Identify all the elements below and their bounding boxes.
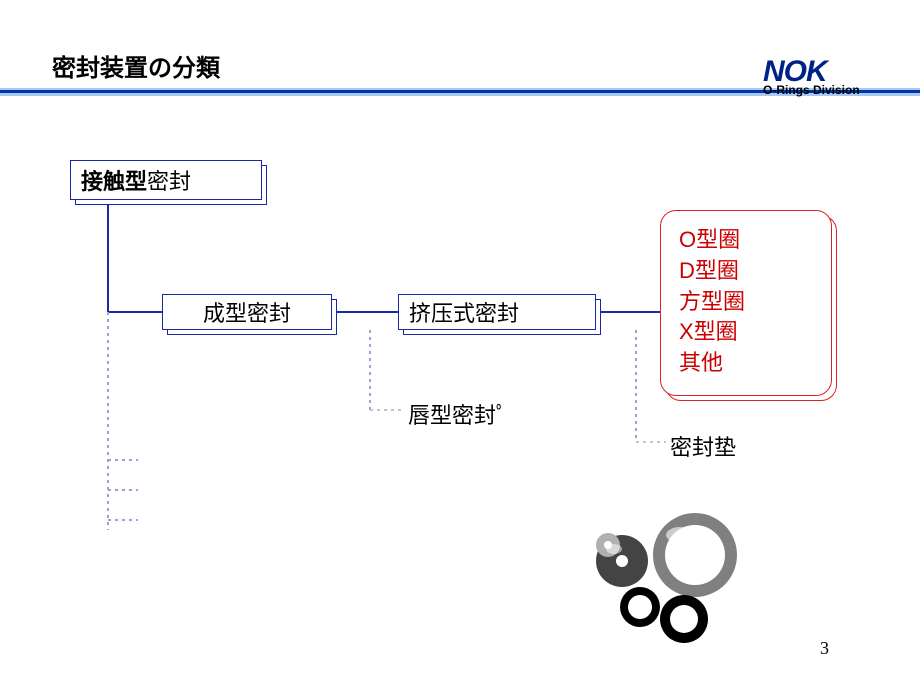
types-item-2: 方型圈 bbox=[679, 287, 813, 318]
types-box: O型圈 D型圈 方型圈 X型圈 其他 bbox=[660, 210, 832, 396]
o-ring-illustration bbox=[580, 495, 760, 655]
types-item-4: 其他 bbox=[679, 348, 813, 379]
brand-logo-sub: O-Rings Division bbox=[763, 83, 860, 97]
brand-logo-main: NOK bbox=[763, 58, 860, 85]
root-box-bold: 接触型 bbox=[81, 164, 147, 196]
root-box-rest: 密封 bbox=[147, 164, 191, 196]
gasket-label: 密封垫 bbox=[670, 430, 736, 462]
mold-box-label: 成型密封 bbox=[203, 296, 291, 328]
types-item-0: O型圈 bbox=[679, 225, 813, 256]
brand-logo: NOK O-Rings Division bbox=[763, 58, 860, 97]
types-item-3: X型圈 bbox=[679, 317, 813, 348]
root-box: 接触型 密封 bbox=[70, 160, 262, 200]
lip-seal-label: 唇型密封ﾟ bbox=[408, 398, 507, 430]
squeeze-box-label: 挤压式密封 bbox=[409, 296, 519, 328]
page-number: 3 bbox=[820, 638, 829, 659]
squeeze-box: 挤压式密封 bbox=[398, 294, 596, 330]
types-item-1: D型圈 bbox=[679, 256, 813, 287]
mold-box: 成型密封 bbox=[162, 294, 332, 330]
slide-title: 密封装置の分類 bbox=[52, 48, 220, 83]
